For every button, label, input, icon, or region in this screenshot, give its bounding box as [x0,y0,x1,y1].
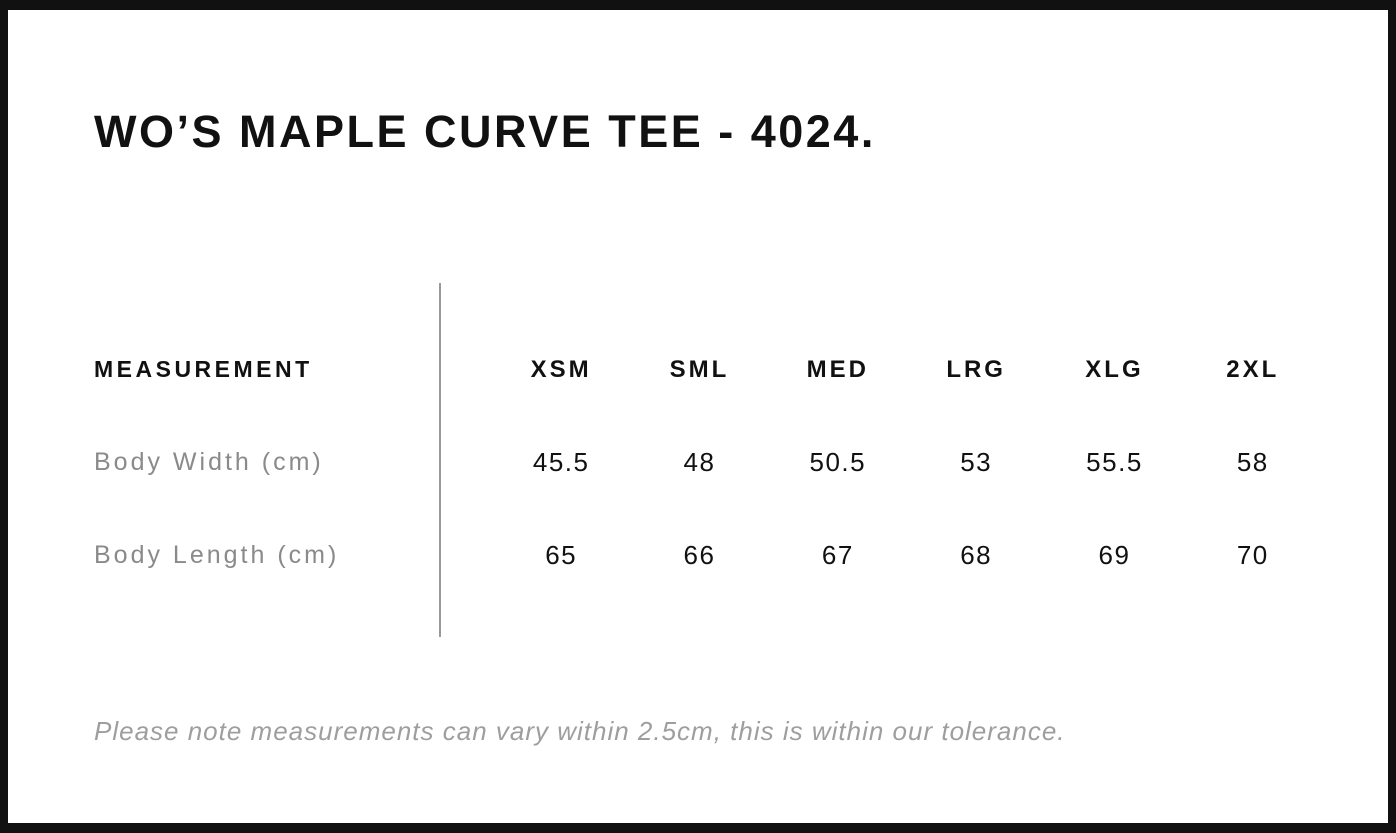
table-divider [439,283,441,637]
column-header-2xl: 2XL [1226,355,1280,383]
measurement-value: 48 [683,447,716,477]
table-body: Body Width (cm) 45.5 48 50.5 53 55.5 58 Body Le… [94,416,1386,602]
row-label: Body Width (cm) [94,448,324,476]
measurement-column-header: MEASUREMENT [94,356,313,382]
row-label: Body Length (cm) [94,541,340,569]
measurement-value: 67 [821,540,854,570]
table-row: Body Length (cm) 65 66 67 68 69 70 [94,509,1386,602]
tolerance-note: Please note measurements can vary within… [94,716,1066,746]
measurement-value: 55.5 [1086,447,1143,477]
table-header-row: MEASUREMENT XSM SML MED LRG XLG 2XL [94,323,1386,416]
measurement-value: 70 [1236,540,1269,570]
table-row: Body Width (cm) 45.5 48 50.5 53 55.5 58 [94,416,1386,509]
row-values: 45.5 48 50.5 53 55.5 58 [439,447,1386,478]
measurement-value: 50.5 [809,447,867,477]
size-table: MEASUREMENT XSM SML MED LRG XLG 2XL Body Widt… [94,283,1386,637]
column-header-med: MED [806,355,869,383]
measurement-value: 68 [960,540,993,570]
size-column-headers: XSM SML MED LRG XLG 2XL [439,356,1386,384]
measurement-value: 53 [960,447,993,477]
measurement-value: 65 [545,540,578,570]
measurement-value: 58 [1236,447,1269,477]
row-values: 65 66 67 68 69 70 [439,540,1386,571]
measurement-value: 69 [1098,540,1131,570]
column-header-xsm: XSM [530,355,592,383]
column-header-xlg: XLG [1085,355,1144,383]
column-header-sml: SML [669,355,730,383]
measurement-value: 45.5 [532,447,590,477]
measurement-value: 66 [683,540,716,570]
product-title: WO’S MAPLE CURVE TEE - 4024. [94,106,876,157]
column-header-lrg: LRG [946,355,1006,383]
